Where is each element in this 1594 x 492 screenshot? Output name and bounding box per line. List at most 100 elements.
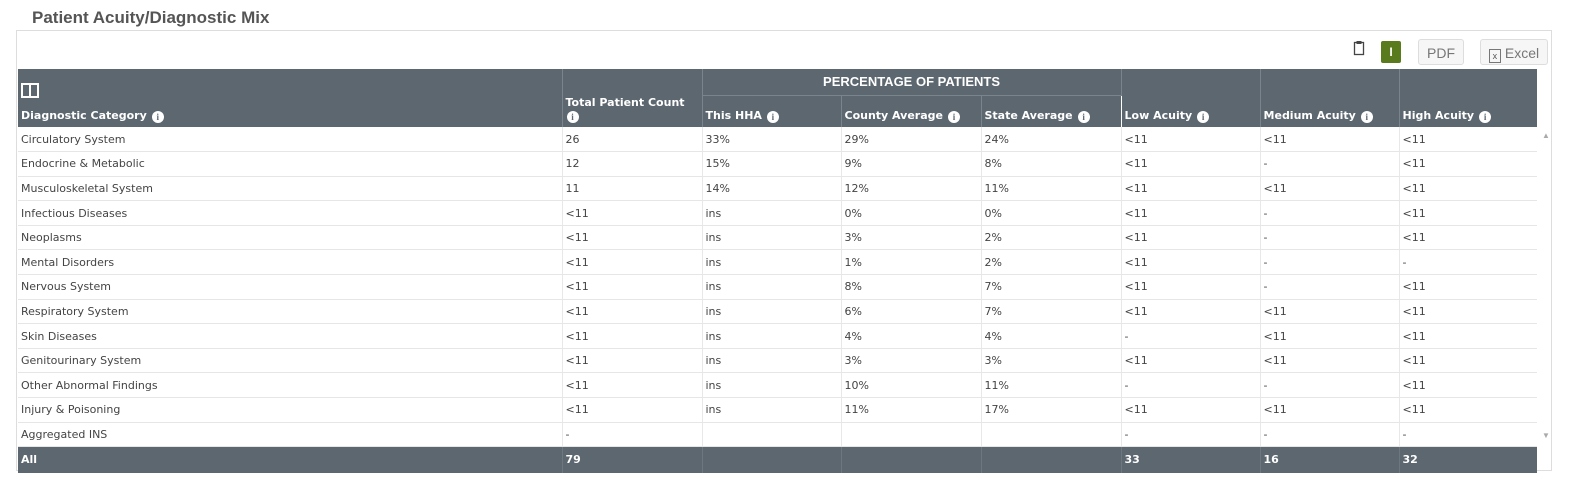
footer-cell [702,447,841,473]
table-cell: - [1121,373,1260,398]
info-icon[interactable]: i [948,111,960,123]
info-icon[interactable]: i [1197,111,1209,123]
row-category-cell: Genitourinary System [18,348,562,373]
header-state-average[interactable]: State Average i [981,95,1121,127]
info-icon[interactable]: i [1361,111,1373,123]
table-cell: ins [702,250,841,275]
footer-cell: 33 [1121,447,1260,473]
pdf-button[interactable]: PDF [1418,39,1464,65]
table-cell: <11 [1260,299,1399,324]
table-cell: <11 [1399,127,1537,152]
table-cell: 15% [702,152,841,177]
table-cell: ins [702,373,841,398]
header-this-hha[interactable]: This HHA i [702,95,841,127]
info-icon[interactable]: i [767,111,779,123]
info-icon[interactable]: i [1479,111,1491,123]
table-cell: <11 [562,299,702,324]
table-cell: 0% [841,201,981,226]
table-cell: <11 [1121,201,1260,226]
table-cell: 3% [841,348,981,373]
table-cell: - [1260,422,1399,447]
table-footer-row: All 79 33 16 32 [18,447,1537,473]
table-cell: ins [702,324,841,349]
scroll-up-icon[interactable]: ▲ [1541,131,1551,141]
columns-toggle-icon[interactable] [21,83,39,98]
table-cell: 24% [981,127,1121,152]
table-cell: <11 [562,275,702,300]
table-cell: 7% [981,275,1121,300]
table-cell: <11 [1121,127,1260,152]
header-total-patient-count[interactable]: Total Patient Count i [562,69,702,127]
table-cell: <11 [562,398,702,423]
footer-cell: 32 [1399,447,1537,473]
table-cell: <11 [562,250,702,275]
table-row: Other Abnormal Findings <11 ins 10% 11% - - <11 [18,373,1537,398]
table-cell: <11 [1399,176,1537,201]
table-cell [841,422,981,447]
header-medium-acuity[interactable]: Medium Acuity i [1260,69,1399,127]
row-category-cell: Neoplasms [18,225,562,250]
footer-cell [841,447,981,473]
table-cell: 0% [981,201,1121,226]
table-cell: - [1260,225,1399,250]
table-row: Aggregated INS - - - - [18,422,1537,447]
table-cell: <11 [562,373,702,398]
info-icon[interactable]: i [152,111,164,123]
table-cell: ins [702,201,841,226]
table-cell: ins [702,299,841,324]
table-cell: <11 [562,201,702,226]
toggle-button[interactable]: I [1381,41,1401,63]
header-high-acuity[interactable]: High Acuity i [1399,69,1537,127]
table-cell: 7% [981,299,1121,324]
row-category-cell: Other Abnormal Findings [18,373,562,398]
table-cell: <11 [1121,398,1260,423]
info-icon[interactable]: i [567,111,579,123]
table-cell: <11 [1260,348,1399,373]
table-row: Neoplasms <11 ins 3% 2% <11- <11 [18,225,1537,250]
table-row: Genitourinary System <11 ins 3% 3% <11 <11 <11 [18,348,1537,373]
footer-cell: 79 [562,447,702,473]
row-category-cell: Mental Disorders [18,250,562,275]
footer-cell: All [18,447,562,473]
table-cell: 11 [562,176,702,201]
info-icon[interactable]: i [1078,111,1090,123]
row-category-cell: Skin Diseases [18,324,562,349]
table-cell: 10% [841,373,981,398]
table-row: Injury & Poisoning <11 ins 11% 17% <11 <11 <11 [18,398,1537,423]
table-cell: <11 [1121,348,1260,373]
table-cell: 11% [841,398,981,423]
header-group-percentage: PERCENTAGE OF PATIENTS [702,69,1121,95]
table-cell: 8% [981,152,1121,177]
clipboard-icon[interactable] [1353,40,1365,56]
header-low-acuity[interactable]: Low Acuity i [1121,69,1260,127]
table-cell: 26 [562,127,702,152]
table-cell: <11 [1399,275,1537,300]
table-cell: 11% [981,176,1121,201]
table-cell: ins [702,398,841,423]
table-cell: ins [702,225,841,250]
table-cell: ins [702,348,841,373]
table-cell: 12% [841,176,981,201]
table-cell: <11 [1399,398,1537,423]
table-cell: 9% [841,152,981,177]
table-cell: <11 [1399,324,1537,349]
table-row: Mental Disorders <11 ins 1% 2% <11- - [18,250,1537,275]
excel-button[interactable]: x Excel [1480,39,1548,65]
table-cell: 33% [702,127,841,152]
table-cell: - [1121,422,1260,447]
table-cell: 3% [841,225,981,250]
table-row: Respiratory System <11 ins 6% 7% <11 <11 <11 [18,299,1537,324]
scroll-down-icon[interactable]: ▼ [1541,431,1551,441]
table-cell: - [1121,324,1260,349]
table-cell: 11% [981,373,1121,398]
header-county-average[interactable]: County Average i [841,95,981,127]
table-row: Circulatory System 26 33% 29% 24% <11 <11 <11 [18,127,1537,152]
report-panel: I PDF x Excel Diagnostic Category i Total … [16,30,1552,471]
table-cell: <11 [1399,348,1537,373]
table-cell: <11 [1121,299,1260,324]
table-cell: - [1260,250,1399,275]
row-category-cell: Aggregated INS [18,422,562,447]
table-row: Musculoskeletal System 11 14% 12% 11% <11 <11 <… [18,176,1537,201]
row-category-cell: Respiratory System [18,299,562,324]
header-diagnostic-category[interactable]: Diagnostic Category i [18,69,562,127]
